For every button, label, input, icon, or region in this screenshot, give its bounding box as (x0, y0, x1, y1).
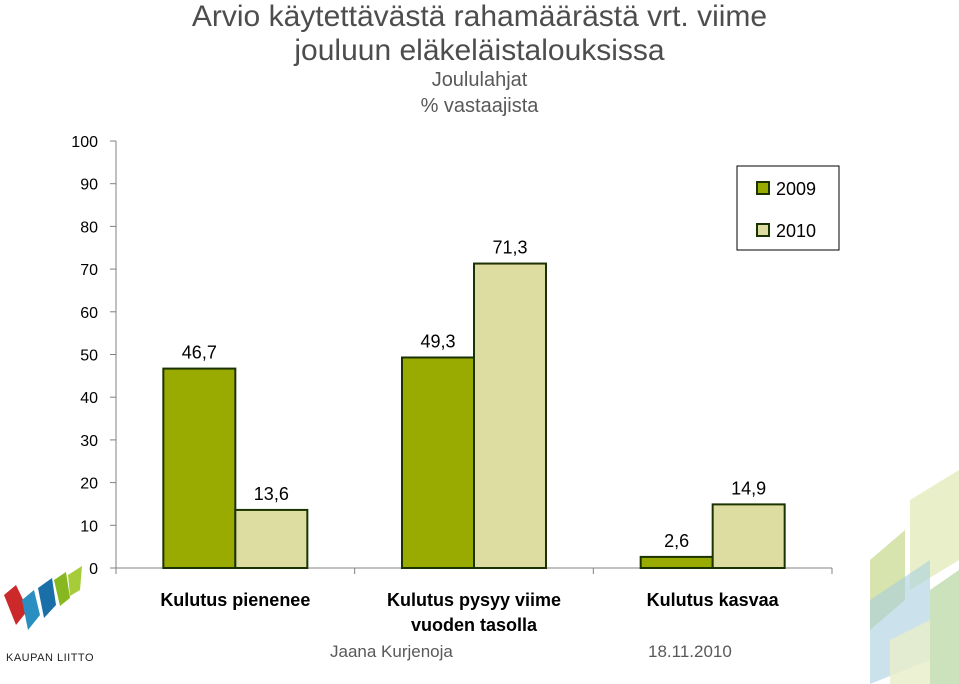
category-label: vuoden tasolla (411, 615, 538, 635)
bar-2010 (234, 508, 309, 570)
legend-label-2010: 2010 (776, 221, 816, 241)
footer-author: Jaana Kurjenoja (330, 642, 453, 661)
data-label: 14,9 (731, 478, 766, 498)
y-tick-label: 90 (80, 177, 98, 194)
data-label: 49,3 (420, 331, 455, 351)
category-label: Kulutus kasvaa (647, 590, 780, 610)
y-tick-label: 100 (71, 134, 98, 151)
bar-2010 (711, 503, 786, 570)
legend-swatch-2009 (756, 181, 770, 195)
y-tick-label: 40 (80, 390, 98, 407)
y-tick-label: 30 (80, 433, 98, 450)
kaupan-liitto-logo (4, 566, 82, 630)
bar-2009 (401, 356, 475, 570)
legend-box (736, 165, 840, 251)
category-label: Kulutus pysyy viime (387, 590, 561, 610)
chart-title: Arvio käytettävästä rahamäärästä vrt. vi… (191, 0, 768, 67)
y-tick-label: 70 (80, 262, 98, 279)
y-tick-label: 50 (80, 348, 98, 365)
legend-swatch-2010 (756, 223, 770, 237)
logo-text: KAUPAN LIITTO (6, 652, 95, 664)
y-tick-label: 10 (80, 518, 98, 535)
data-label: 71,3 (492, 238, 527, 258)
y-tick-label: 60 (80, 305, 98, 322)
chart-subtitle: Joululahjat (431, 69, 528, 91)
y-tick-label: 0 (89, 561, 98, 578)
y-tick-label: 20 (80, 476, 98, 493)
decorative-corner-shapes (870, 470, 959, 684)
bar-2009 (162, 367, 237, 569)
data-label: 2,6 (664, 531, 689, 551)
data-label: 13,6 (254, 484, 289, 504)
footer-date: 18.11.2010 (648, 642, 732, 661)
category-label: Kulutus pienenee (160, 590, 310, 610)
legend-label-2009: 2009 (776, 179, 816, 199)
bar-2010 (473, 262, 547, 569)
unit-label: % vastaajista (420, 95, 539, 117)
data-label: 46,7 (182, 343, 217, 363)
y-tick-label: 80 (80, 219, 98, 236)
bar-2009 (639, 555, 714, 570)
